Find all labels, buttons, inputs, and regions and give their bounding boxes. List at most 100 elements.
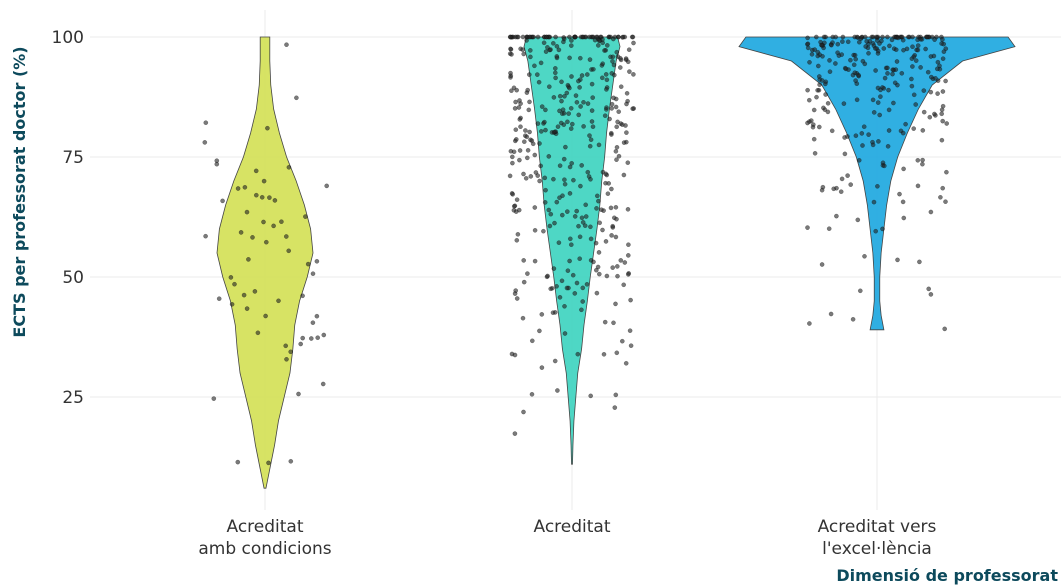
data-point	[604, 273, 610, 279]
data-point	[848, 57, 853, 63]
data-point	[838, 189, 844, 194]
data-point	[866, 132, 871, 137]
data-point	[880, 34, 885, 40]
data-point	[627, 328, 633, 334]
data-point	[622, 260, 628, 265]
data-point	[232, 281, 237, 287]
data-point	[614, 144, 620, 150]
data-point	[895, 257, 900, 263]
data-point	[253, 168, 259, 174]
data-point	[805, 120, 810, 126]
data-point	[588, 137, 594, 142]
data-point	[825, 109, 831, 115]
data-point	[817, 74, 822, 79]
data-point	[631, 72, 636, 77]
data-point	[263, 239, 269, 245]
data-point	[811, 107, 817, 113]
data-point	[554, 54, 560, 59]
data-point	[537, 141, 542, 146]
data-point	[557, 195, 562, 200]
data-point	[528, 137, 533, 143]
data-point	[572, 214, 578, 219]
data-point	[909, 76, 914, 82]
data-point	[885, 71, 890, 76]
data-point	[588, 176, 593, 182]
data-point	[831, 186, 837, 192]
data-point	[600, 227, 605, 233]
data-point	[885, 65, 890, 71]
data-point	[903, 121, 908, 127]
data-point	[915, 183, 921, 189]
data-point	[928, 292, 934, 297]
data-point	[569, 43, 574, 48]
data-point	[585, 169, 591, 175]
data-point	[547, 223, 553, 229]
data-point	[507, 173, 513, 179]
data-point	[259, 194, 265, 200]
data-point	[581, 100, 586, 105]
y-tick-label: 50	[62, 268, 84, 288]
data-point	[583, 202, 589, 208]
data-point	[827, 58, 832, 63]
data-point	[580, 34, 586, 40]
data-point	[603, 239, 609, 244]
data-point	[533, 170, 539, 175]
data-point	[539, 312, 545, 317]
data-point	[606, 181, 612, 186]
data-point	[881, 46, 887, 51]
data-point	[593, 240, 599, 246]
data-point	[623, 360, 629, 366]
x-tick-label: Acreditat	[533, 517, 610, 537]
data-point	[596, 198, 601, 204]
data-point	[915, 47, 921, 53]
data-point	[508, 73, 514, 79]
data-point	[594, 34, 599, 40]
data-point	[546, 207, 552, 213]
data-point	[893, 47, 899, 53]
data-point	[514, 137, 519, 142]
data-point	[940, 37, 945, 42]
data-point	[521, 171, 526, 177]
data-point	[853, 133, 859, 138]
data-point	[589, 81, 595, 87]
data-point	[826, 226, 832, 231]
data-point	[577, 85, 582, 90]
data-point	[911, 126, 917, 131]
data-point	[581, 124, 586, 129]
data-point	[554, 199, 560, 205]
data-point	[895, 35, 901, 41]
data-point	[812, 47, 818, 52]
data-point	[565, 209, 570, 214]
data-point	[521, 409, 526, 415]
data-point	[246, 257, 251, 262]
data-point	[928, 89, 934, 95]
data-point	[551, 266, 557, 271]
data-point	[545, 45, 550, 50]
data-point	[559, 278, 565, 284]
data-point	[805, 35, 810, 41]
data-point	[573, 93, 579, 98]
data-point	[567, 164, 573, 170]
data-point	[532, 227, 538, 233]
data-point	[543, 187, 548, 193]
data-point	[621, 282, 627, 288]
data-point	[626, 253, 631, 258]
data-point	[940, 89, 946, 94]
data-point	[572, 34, 578, 40]
data-point	[527, 72, 532, 77]
data-point	[525, 155, 530, 161]
data-point	[845, 173, 850, 178]
data-point	[579, 73, 585, 78]
data-point	[861, 124, 867, 129]
data-point	[568, 106, 574, 111]
data-point	[805, 41, 811, 47]
data-point	[520, 34, 526, 40]
data-point	[561, 36, 567, 42]
data-point	[539, 104, 545, 109]
data-point	[241, 292, 247, 298]
data-point	[897, 191, 902, 197]
data-point	[517, 157, 522, 163]
data-point	[596, 250, 602, 255]
data-point	[578, 104, 583, 109]
